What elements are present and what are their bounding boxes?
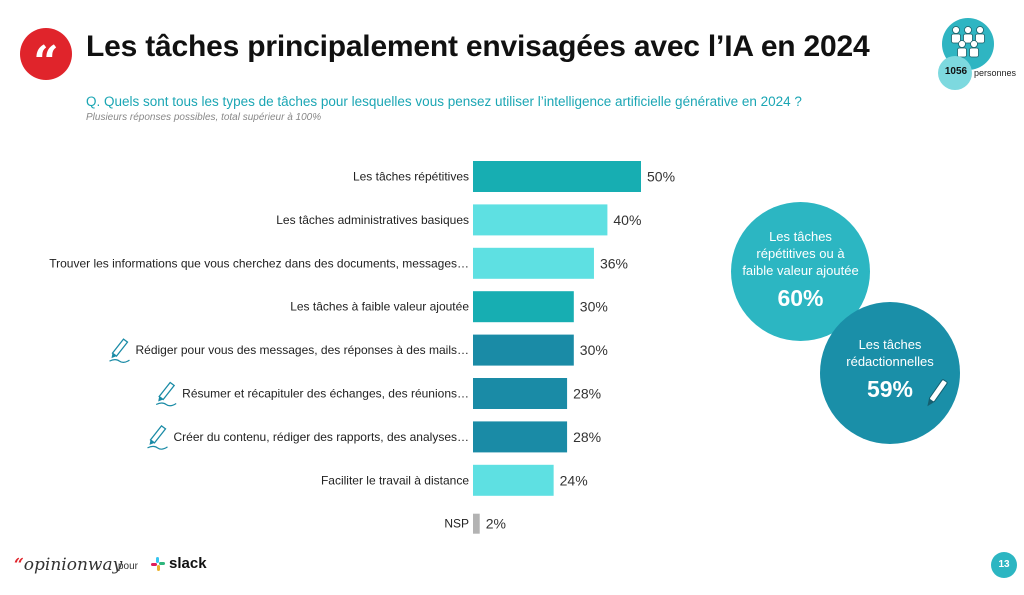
footer-pour: pour xyxy=(118,561,139,572)
bubble-writing-pct: 59% xyxy=(866,376,914,402)
bubble-repetitive-line3: faible valeur ajoutée xyxy=(742,263,859,278)
audience-badge: 1056 personnes xyxy=(938,18,1016,90)
category-label: Résumer et récapituler des échanges, des… xyxy=(182,387,469,401)
bubble-repetitive-line1: Les tâches xyxy=(769,229,832,244)
bubble-repetitive: Les tâches répétitives ou à faible valeu… xyxy=(731,202,870,341)
quote-glyph: “ xyxy=(33,37,59,88)
category-label: Rédiger pour vous des messages, des répo… xyxy=(135,343,469,357)
value-label: 28% xyxy=(573,386,601,402)
bubble-repetitive-line2: répétitives ou à xyxy=(756,246,845,261)
bar xyxy=(473,334,574,366)
bar xyxy=(473,161,641,192)
pen-icon xyxy=(109,338,130,363)
page-title: Les tâches principalement envisagées ave… xyxy=(86,30,870,63)
value-label: 28% xyxy=(573,429,601,445)
pen-icon xyxy=(927,379,948,407)
value-label: 30% xyxy=(580,342,608,358)
slack-name: slack xyxy=(169,555,207,572)
bar xyxy=(473,513,480,534)
survey-note: Plusieurs réponses possibles, total supé… xyxy=(86,112,322,123)
page-number: 13 xyxy=(991,552,1017,578)
bar xyxy=(473,421,568,453)
bar xyxy=(473,204,608,236)
bar xyxy=(473,291,574,323)
value-label: 30% xyxy=(580,299,608,315)
bar xyxy=(473,247,594,279)
value-label: 40% xyxy=(613,212,641,228)
pen-icon xyxy=(147,424,168,450)
bar-chart: Les tâches répétitives 50% Les tâches admi… xyxy=(49,161,675,534)
category-label: Créer du contenu, rédiger des rapports, … xyxy=(174,430,470,444)
category-label: Les tâches répétitives xyxy=(353,170,469,184)
category-label: Les tâches administratives basiques xyxy=(276,213,469,227)
opinionway-quote: “ xyxy=(14,555,24,575)
slack-icon xyxy=(151,557,165,571)
value-label: 24% xyxy=(560,472,588,488)
category-label: Les tâches à faible valeur ajoutée xyxy=(290,300,469,314)
opinionway-logo: “opinionway xyxy=(14,555,122,575)
audience-unit: personnes xyxy=(974,68,1017,78)
audience-count: 1056 xyxy=(944,66,968,77)
value-label: 36% xyxy=(600,255,628,271)
category-label: Trouver les informations que vous cherch… xyxy=(49,256,469,270)
category-label: Faciliter le travail à distance xyxy=(321,473,469,487)
opinionway-name: opinionway xyxy=(23,555,123,575)
audience-count-circle xyxy=(938,56,972,90)
bubble-repetitive-pct: 60% xyxy=(777,285,824,311)
people-icon xyxy=(951,26,985,58)
value-label: 2% xyxy=(486,516,506,532)
bar xyxy=(473,464,554,496)
bubble-writing-line2: rédactionnelles xyxy=(846,354,934,369)
value-label: 50% xyxy=(647,169,675,185)
category-label: NSP xyxy=(444,517,469,531)
quote-logo-badge: “ xyxy=(20,28,72,88)
bubble-writing-line1: Les tâches xyxy=(858,337,922,352)
bar xyxy=(473,378,568,409)
pen-icon xyxy=(155,381,177,407)
survey-question: Q. Quels sont tous les types de tâches p… xyxy=(86,94,802,109)
bubble-writing: Les tâches rédactionnelles 59% xyxy=(820,302,960,444)
